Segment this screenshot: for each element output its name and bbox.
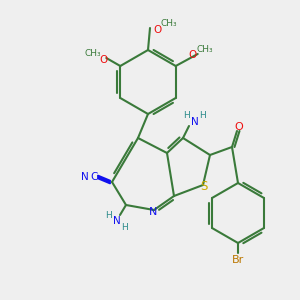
Text: O: O [189, 50, 197, 60]
Text: N: N [81, 172, 89, 182]
Text: N: N [149, 207, 157, 217]
Text: O: O [154, 25, 162, 35]
Text: O: O [99, 55, 107, 65]
Text: CH₃: CH₃ [161, 20, 177, 28]
Text: H: H [106, 211, 112, 220]
Text: S: S [200, 181, 208, 194]
Text: CH₃: CH₃ [85, 49, 102, 58]
Text: Br: Br [232, 255, 244, 265]
Text: N: N [113, 216, 121, 226]
Text: CH₃: CH₃ [196, 44, 213, 53]
Text: H: H [200, 110, 206, 119]
Text: H: H [184, 110, 190, 119]
Text: H: H [122, 224, 128, 232]
Text: C: C [90, 172, 98, 182]
Text: O: O [235, 122, 243, 132]
Text: N: N [191, 117, 199, 127]
